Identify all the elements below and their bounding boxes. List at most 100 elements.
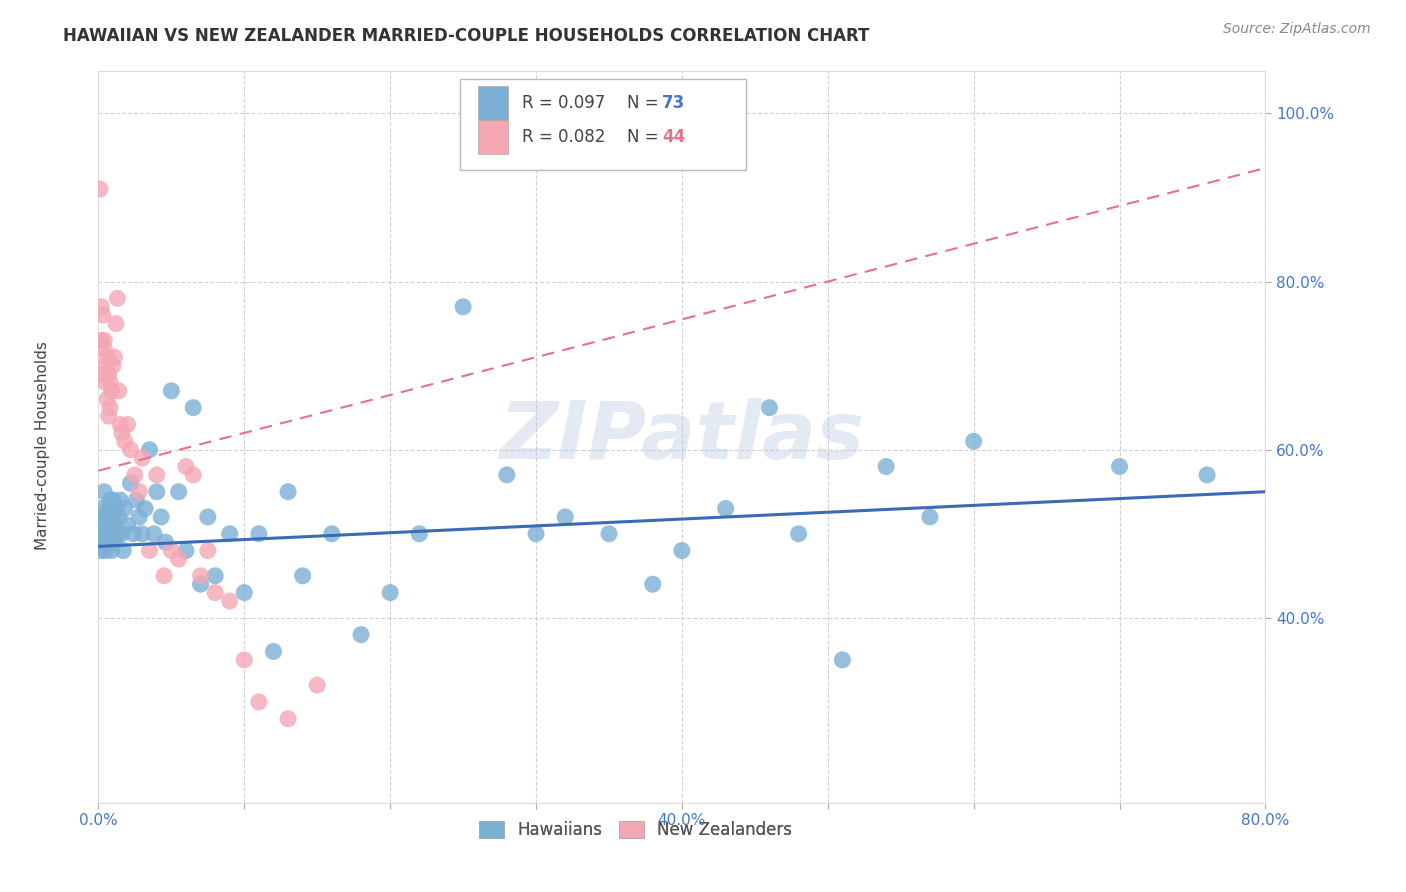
FancyBboxPatch shape — [478, 120, 508, 154]
Point — [496, 467, 519, 482]
Text: 73: 73 — [662, 94, 685, 112]
Point — [110, 493, 132, 508]
Point — [671, 543, 693, 558]
Point — [554, 510, 576, 524]
Point — [124, 467, 146, 482]
Point — [134, 501, 156, 516]
Point — [108, 384, 131, 398]
Point — [93, 518, 115, 533]
Point — [174, 543, 197, 558]
Point — [181, 401, 204, 415]
Point — [97, 501, 120, 516]
Point — [218, 526, 240, 541]
Point — [524, 526, 547, 541]
Point — [204, 569, 226, 583]
Point — [94, 526, 117, 541]
Point — [120, 476, 142, 491]
Text: 44: 44 — [662, 128, 685, 146]
Point — [101, 359, 124, 373]
Point — [128, 510, 150, 524]
Point — [831, 653, 853, 667]
Point — [598, 526, 620, 541]
Point — [451, 300, 474, 314]
Point — [91, 308, 114, 322]
Point — [96, 510, 118, 524]
Point — [142, 526, 165, 541]
Point — [197, 543, 219, 558]
Point — [98, 518, 121, 533]
Point — [1108, 459, 1130, 474]
Point — [93, 484, 115, 499]
Point — [380, 585, 402, 599]
Point — [1195, 467, 1218, 482]
Point — [100, 526, 122, 541]
Point — [105, 526, 128, 541]
Point — [321, 526, 343, 541]
Point — [181, 467, 204, 482]
Point — [146, 467, 169, 482]
Point — [94, 543, 117, 558]
Point — [91, 535, 114, 549]
Point — [918, 510, 941, 524]
Point — [233, 585, 256, 599]
Point — [138, 543, 160, 558]
Text: R = 0.097: R = 0.097 — [522, 94, 606, 112]
Text: R = 0.082: R = 0.082 — [522, 128, 606, 146]
Point — [247, 526, 270, 541]
Point — [128, 484, 150, 499]
Point — [117, 417, 139, 432]
Point — [89, 182, 111, 196]
Point — [758, 401, 780, 415]
Point — [96, 526, 118, 541]
FancyBboxPatch shape — [460, 78, 747, 170]
Point — [291, 569, 314, 583]
Text: N =: N = — [627, 128, 664, 146]
FancyBboxPatch shape — [478, 86, 508, 120]
Point — [197, 510, 219, 524]
Point — [98, 401, 121, 415]
Text: N =: N = — [627, 94, 664, 112]
Point — [93, 342, 115, 356]
Point — [91, 367, 114, 381]
Point — [97, 409, 120, 423]
Point — [875, 459, 897, 474]
Text: HAWAIIAN VS NEW ZEALANDER MARRIED-COUPLE HOUSEHOLDS CORRELATION CHART: HAWAIIAN VS NEW ZEALANDER MARRIED-COUPLE… — [63, 27, 870, 45]
Point — [114, 501, 136, 516]
Text: Married-couple Households: Married-couple Households — [35, 342, 49, 550]
Point — [167, 552, 190, 566]
Point — [97, 535, 120, 549]
Point — [714, 501, 737, 516]
Point — [89, 526, 111, 541]
Point — [153, 569, 176, 583]
Point — [103, 518, 125, 533]
Point — [350, 627, 373, 641]
Point — [104, 317, 127, 331]
Point — [105, 291, 128, 305]
Point — [108, 510, 131, 524]
Point — [155, 535, 177, 549]
Point — [98, 376, 121, 390]
Text: Source: ZipAtlas.com: Source: ZipAtlas.com — [1223, 22, 1371, 37]
Point — [111, 425, 134, 440]
Point — [94, 359, 117, 373]
Point — [962, 434, 984, 449]
Point — [103, 535, 125, 549]
Text: ZIPatlas: ZIPatlas — [499, 398, 865, 476]
Point — [110, 417, 132, 432]
Point — [98, 493, 121, 508]
Point — [150, 510, 173, 524]
Point — [90, 501, 112, 516]
Point — [307, 678, 329, 692]
Point — [100, 543, 122, 558]
Point — [204, 585, 226, 599]
Point — [120, 442, 142, 457]
Point — [787, 526, 810, 541]
Point — [131, 526, 153, 541]
Point — [167, 484, 190, 499]
Point — [233, 653, 256, 667]
Point — [112, 543, 135, 558]
Point — [96, 350, 118, 364]
Point — [91, 510, 114, 524]
Point — [408, 526, 430, 541]
Point — [138, 442, 160, 457]
